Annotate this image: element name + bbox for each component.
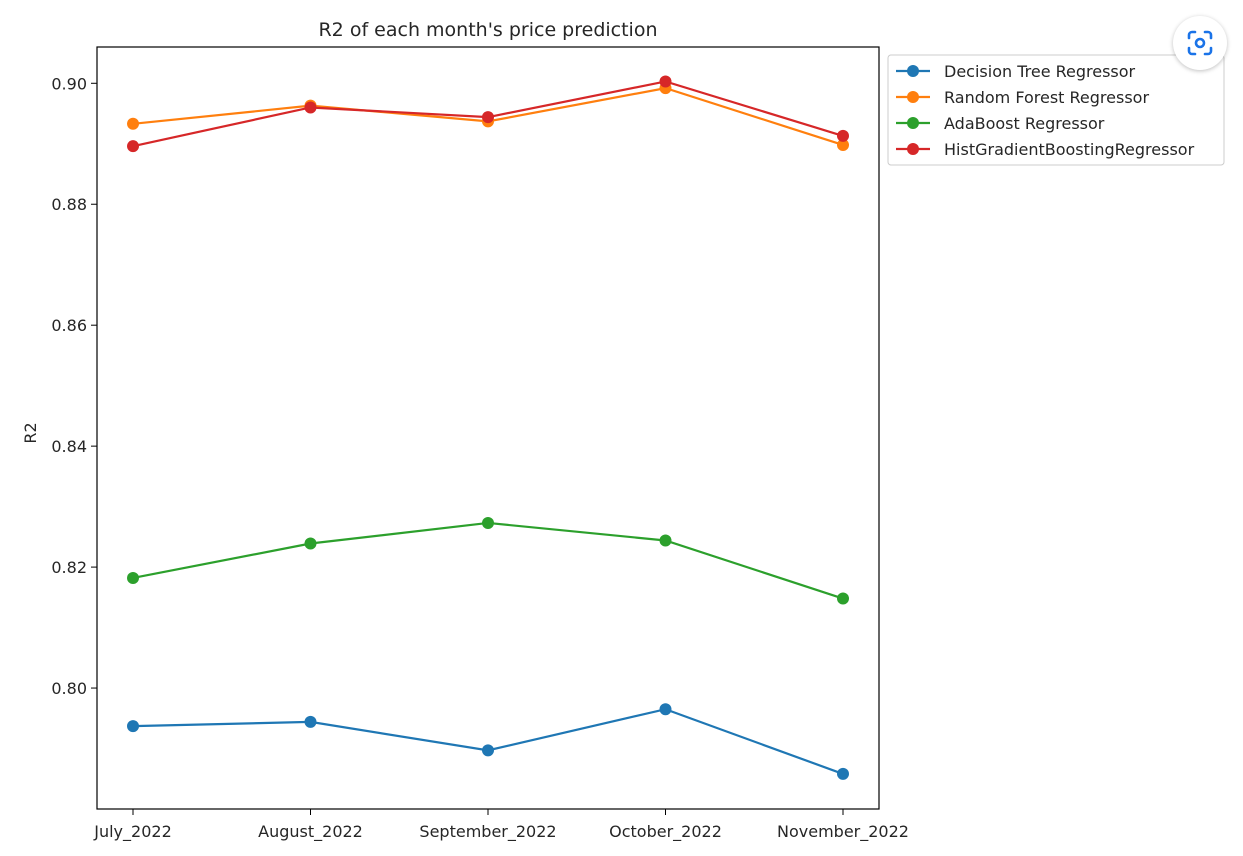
series-line	[132, 708, 844, 775]
x-tick-label: November_2022	[777, 822, 909, 842]
y-axis-ticks: 0.80 0.82 0.84 0.86 0.88 0.90	[51, 74, 97, 698]
data-point	[659, 534, 672, 547]
data-point	[837, 138, 849, 151]
data-point	[304, 101, 317, 114]
x-axis-ticks: July_2022 August_2022 September_2022 Octobe…	[93, 809, 909, 842]
data-point	[482, 744, 494, 757]
series-3	[127, 75, 849, 153]
data-point	[482, 516, 494, 529]
legend: Decision Tree Regressor Random Forest Reg…	[887, 54, 1225, 166]
legend-frame	[887, 54, 1225, 166]
data-point	[127, 720, 139, 733]
legend-entry: AdaBoost Regressor	[896, 114, 1105, 133]
y-tick-label: 0.88	[51, 195, 87, 214]
data-point	[127, 117, 139, 130]
series-0	[127, 703, 849, 780]
series-layer	[127, 75, 849, 780]
legend-entry: Random Forest Regressor	[896, 88, 1149, 107]
plot-frame	[96, 46, 880, 810]
legend-entry: HistGradientBoostingRegressor	[896, 140, 1195, 159]
y-tick-label: 0.80	[51, 679, 87, 698]
data-point	[127, 140, 139, 153]
y-axis-label: R2	[21, 422, 40, 443]
x-tick-label: October_2022	[609, 822, 722, 842]
legend-marker	[907, 65, 919, 77]
legend-label: Decision Tree Regressor	[944, 62, 1136, 81]
visual-search-icon	[1187, 30, 1213, 56]
series-2	[127, 516, 849, 605]
x-tick-label: August_2022	[258, 822, 363, 842]
data-point	[304, 537, 317, 550]
x-tick-label: July_2022	[93, 822, 172, 842]
legend-marker	[907, 143, 919, 155]
legend-label: Random Forest Regressor	[944, 88, 1149, 107]
data-point	[837, 767, 849, 780]
y-tick-label: 0.82	[51, 558, 87, 577]
data-point	[482, 111, 494, 124]
legend-marker	[907, 117, 919, 129]
legend-label: HistGradientBoostingRegressor	[944, 140, 1195, 159]
legend-label: AdaBoost Regressor	[944, 114, 1105, 133]
data-point	[659, 703, 672, 716]
data-point	[837, 129, 849, 142]
data-point	[837, 592, 849, 605]
chart-title: R2 of each month's price prediction	[318, 19, 657, 41]
x-tick-label: September_2022	[419, 822, 556, 842]
legend-entry: Decision Tree Regressor	[896, 62, 1136, 81]
series-line	[132, 521, 844, 600]
legend-marker	[907, 91, 919, 103]
data-point	[659, 75, 672, 88]
data-point	[304, 715, 317, 728]
y-tick-label: 0.84	[51, 437, 87, 456]
y-tick-label: 0.90	[51, 74, 87, 93]
data-point	[127, 571, 139, 584]
visual-search-button[interactable]	[1173, 16, 1227, 70]
y-tick-label: 0.86	[51, 316, 87, 335]
